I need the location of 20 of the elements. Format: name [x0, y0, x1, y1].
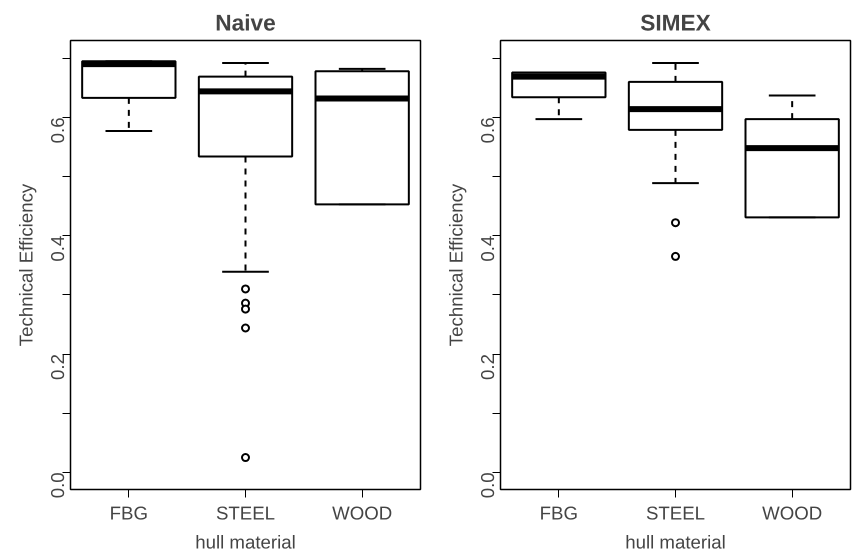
chart-title: Naive — [215, 10, 276, 36]
y-tick-label: 0.6 — [477, 117, 498, 144]
y-tick-label: 0.4 — [47, 236, 68, 262]
y-tick-label: 0.2 — [47, 354, 68, 380]
x-tick-label: WOOD — [762, 502, 822, 524]
x-tick-label: STEEL — [216, 502, 276, 524]
x-tick-label: WOOD — [332, 502, 392, 524]
x-tick-label: FBG — [110, 502, 148, 524]
chart-title: SIMEX — [640, 10, 711, 36]
x-axis-title: hull material — [195, 532, 296, 552]
y-tick-label: 0.2 — [477, 354, 498, 380]
y-axis-title: Technical Efficiency — [16, 183, 36, 346]
y-tick-label: 0.0 — [477, 472, 498, 498]
x-tick-label: FBG — [540, 502, 578, 524]
x-tick-label: STEEL — [646, 502, 706, 524]
y-axis-title: Technical Efficiency — [446, 183, 466, 346]
y-tick-label: 0.6 — [47, 117, 68, 144]
y-tick-label: 0.4 — [477, 236, 498, 262]
x-axis-title: hull material — [625, 532, 726, 552]
y-tick-label: 0.0 — [47, 472, 68, 498]
